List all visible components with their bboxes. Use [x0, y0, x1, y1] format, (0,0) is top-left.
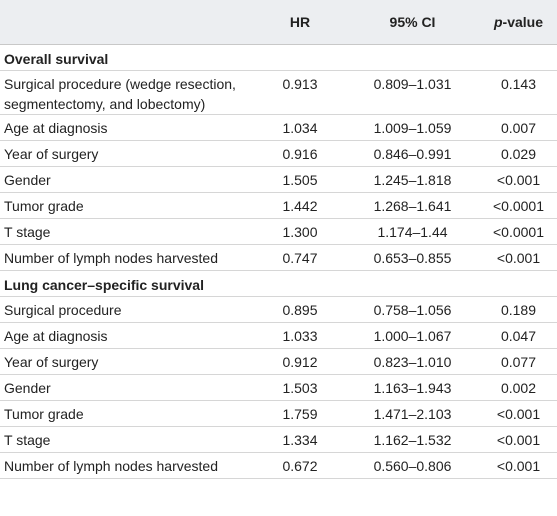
value-cell: <0.001 — [480, 166, 557, 193]
value-cell: 0.560–0.806 — [345, 452, 480, 479]
row-label: Age at diagnosis — [0, 322, 255, 349]
value-cell: 0.029 — [480, 140, 557, 167]
header-row: HR 95% CI p-value — [0, 0, 557, 45]
data-row: Number of lymph nodes harvested 0.747 0.65… — [0, 244, 557, 271]
data-row: T stage 1.334 1.162–1.532 <0.001 — [0, 426, 557, 453]
value-cell: 0.143 — [480, 70, 557, 115]
row-label: T stage — [0, 426, 255, 453]
row-label: Tumor grade — [0, 192, 255, 219]
table-body: Overall survival Surgical procedure (wedg… — [0, 44, 557, 479]
value-cell: 1.245–1.818 — [345, 166, 480, 193]
data-row: Surgical procedure 0.895 0.758–1.056 0.189 — [0, 296, 557, 323]
value-cell: 1.162–1.532 — [345, 426, 480, 453]
value-cell: 1.163–1.943 — [345, 374, 480, 401]
value-cell: <0.001 — [480, 244, 557, 271]
value-cell: <0.0001 — [480, 218, 557, 245]
value-cell: 0.653–0.855 — [345, 244, 480, 271]
value-cell: 1.174–1.44 — [345, 218, 480, 245]
data-row: Tumor grade 1.442 1.268–1.641 <0.0001 — [0, 192, 557, 219]
data-row: Number of lymph nodes harvested 0.672 0.56… — [0, 452, 557, 479]
value-cell: 1.759 — [255, 400, 345, 427]
row-label: Gender — [0, 166, 255, 193]
row-label: Number of lymph nodes harvested — [0, 244, 255, 271]
value-cell: 1.033 — [255, 322, 345, 349]
value-cell: <0.001 — [480, 452, 557, 479]
data-row: Gender 1.505 1.245–1.818 <0.001 — [0, 166, 557, 193]
data-row: Tumor grade 1.759 1.471–2.103 <0.001 — [0, 400, 557, 427]
header-text: -value — [502, 14, 544, 30]
value-cell: 0.809–1.031 — [345, 70, 480, 115]
data-row: Year of surgery 0.912 0.823–1.010 0.077 — [0, 348, 557, 375]
row-label: Number of lymph nodes harvested — [0, 452, 255, 479]
data-row: Surgical procedure (wedge resection, seg… — [0, 70, 557, 115]
value-cell: 0.846–0.991 — [345, 140, 480, 167]
row-label: Gender — [0, 374, 255, 401]
row-label: Year of surgery — [0, 140, 255, 167]
row-label: Surgical procedure — [0, 296, 255, 323]
section-row: Overall survival — [0, 44, 557, 71]
value-cell: 0.758–1.056 — [345, 296, 480, 323]
row-label: Surgical procedure (wedge resection, seg… — [0, 70, 255, 115]
value-cell: 1.471–2.103 — [345, 400, 480, 427]
value-cell: 1.009–1.059 — [345, 114, 480, 141]
row-label: T stage — [0, 218, 255, 245]
value-cell: 0.189 — [480, 296, 557, 323]
value-cell: 0.007 — [480, 114, 557, 141]
value-cell: 0.002 — [480, 374, 557, 401]
data-row: Gender 1.503 1.163–1.943 0.002 — [0, 374, 557, 401]
value-cell: 0.672 — [255, 452, 345, 479]
row-label: Tumor grade — [0, 400, 255, 427]
value-cell: 0.747 — [255, 244, 345, 271]
value-cell: 0.913 — [255, 70, 345, 115]
value-cell: 1.300 — [255, 218, 345, 245]
data-row: Age at diagnosis 1.033 1.000–1.067 0.047 — [0, 322, 557, 349]
value-cell: <0.001 — [480, 426, 557, 453]
value-cell: 0.047 — [480, 322, 557, 349]
value-cell: 1.442 — [255, 192, 345, 219]
row-label: Year of surgery — [0, 348, 255, 375]
section-row: Lung cancer–specific survival — [0, 270, 557, 297]
value-cell: 1.034 — [255, 114, 345, 141]
value-cell: 1.000–1.067 — [345, 322, 480, 349]
header-cell: p-value — [480, 0, 557, 45]
value-cell: 1.503 — [255, 374, 345, 401]
results-table: HR 95% CI p-value Overall survival Surgic… — [0, 0, 557, 479]
data-row: T stage 1.300 1.174–1.44 <0.0001 — [0, 218, 557, 245]
section-title: Overall survival — [0, 44, 557, 71]
value-cell: 1.268–1.641 — [345, 192, 480, 219]
value-cell: 1.505 — [255, 166, 345, 193]
header-cell: HR — [255, 0, 345, 45]
data-row: Year of surgery 0.916 0.846–0.991 0.029 — [0, 140, 557, 167]
value-cell: 0.077 — [480, 348, 557, 375]
value-cell: <0.0001 — [480, 192, 557, 219]
value-cell: 1.334 — [255, 426, 345, 453]
data-row: Age at diagnosis 1.034 1.009–1.059 0.007 — [0, 114, 557, 141]
section-title: Lung cancer–specific survival — [0, 270, 557, 297]
value-cell: 0.912 — [255, 348, 345, 375]
value-cell: <0.001 — [480, 400, 557, 427]
header-cell: 95% CI — [345, 0, 480, 45]
row-label: Age at diagnosis — [0, 114, 255, 141]
header-blank — [0, 0, 255, 45]
header-italic: p — [493, 14, 503, 30]
value-cell: 0.916 — [255, 140, 345, 167]
value-cell: 0.895 — [255, 296, 345, 323]
value-cell: 0.823–1.010 — [345, 348, 480, 375]
table-header: HR 95% CI p-value — [0, 0, 557, 45]
